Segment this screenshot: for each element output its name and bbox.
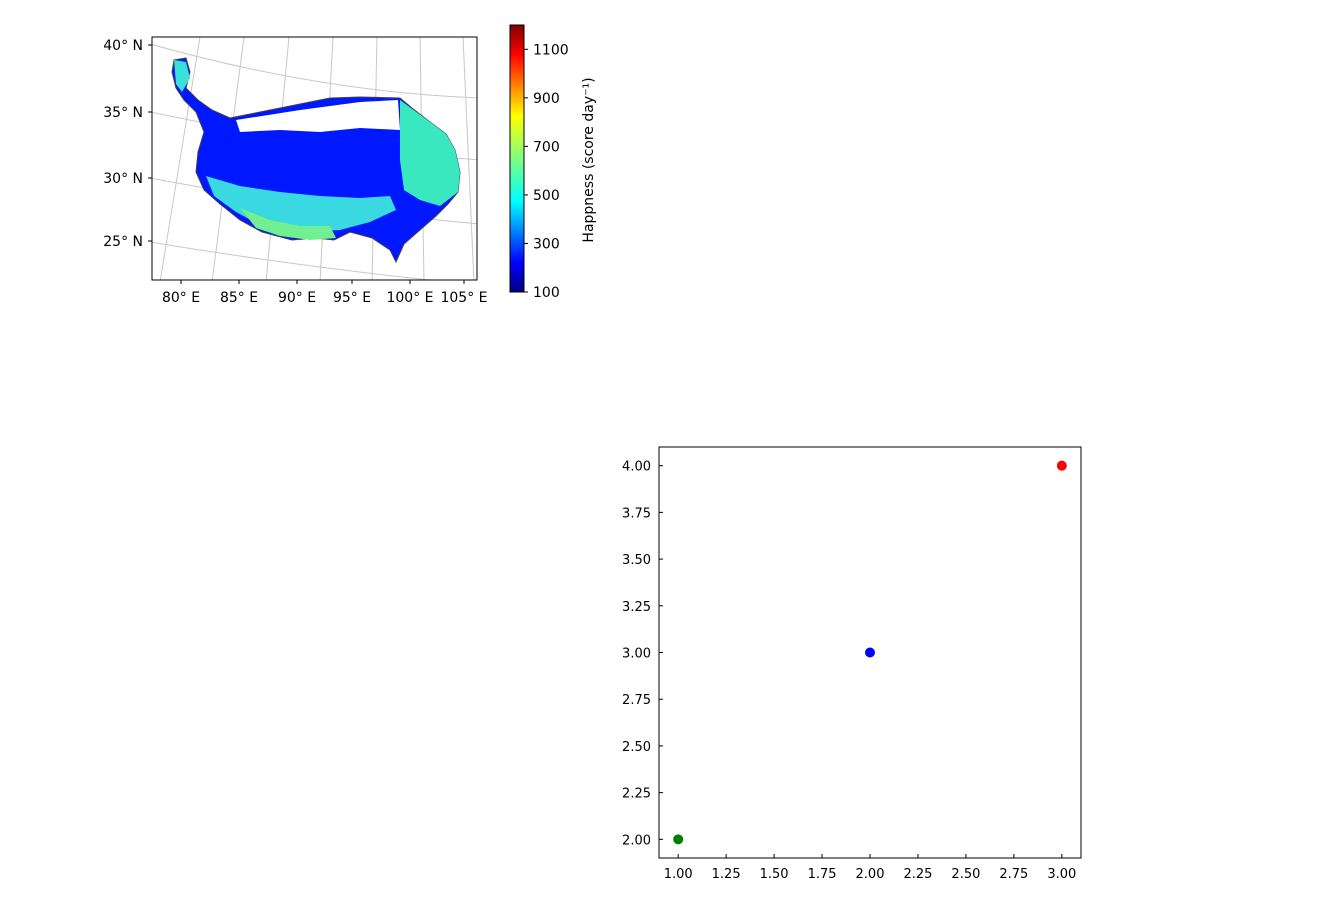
colorbar-tick-label: 500 (533, 188, 560, 204)
scatter-y-tick-label: 3.50 (622, 553, 651, 568)
scatter-point (865, 647, 875, 658)
map-x-tick-label: 100° E (386, 290, 433, 306)
scatter-x-tick-label: 2.50 (951, 867, 980, 882)
scatter-x-tick-label: 1.25 (712, 867, 741, 882)
scatter-y-tick-label: 4.00 (622, 460, 651, 475)
scatter-x-tick-label: 2.25 (903, 867, 932, 882)
map-y-tick-label: 40° N (103, 38, 143, 54)
colorbar-tick-label: 300 (533, 236, 560, 252)
map-x-tick-label: 85° E (220, 290, 258, 306)
scatter-x-tick-label: 2.75 (999, 867, 1028, 882)
map-x-tick-label: 95° E (333, 290, 371, 306)
colorbar-tick-label: 900 (533, 91, 560, 107)
scatter-point (673, 834, 684, 845)
scatter-y-tick-label: 2.25 (622, 787, 651, 802)
colorbar-label: Happness (score day⁻¹) (581, 77, 597, 242)
scatter-x-tick-label: 1.00 (664, 867, 693, 882)
happiness-raster (171, 57, 461, 264)
colorbar (509, 24, 525, 293)
map-x-tick-label: 90° E (278, 290, 316, 306)
scatter-point (1056, 460, 1067, 471)
map-y-tick-label: 35° N (103, 105, 143, 121)
scatter-y-tick-label: 2.50 (622, 740, 651, 755)
scatter-x-tick-label: 1.50 (760, 867, 789, 882)
colorbar-tick-label: 100 (533, 285, 560, 301)
scatter-y-tick-label: 3.25 (622, 600, 651, 615)
scatter-y-tick-label: 3.75 (622, 506, 651, 521)
scatter-y-tick-label: 3.00 (622, 647, 651, 662)
map-x-tick-label: 105° E (440, 290, 487, 306)
scatter-y-tick-label: 2.00 (622, 833, 651, 848)
map-y-tick-label: 25° N (103, 234, 143, 250)
map-panel: 80° E 85° E 90° E 95° E 100° E 105° E 40° N 35… (103, 24, 597, 306)
map-x-tick-label: 80° E (162, 290, 200, 306)
map-frame (151, 36, 478, 281)
colorbar-tick-label: 1100 (533, 42, 569, 58)
scatter-x-tick-label: 3.00 (1047, 867, 1076, 882)
scatter-y-tick-label: 2.75 (622, 693, 651, 708)
colorbar-tick-label: 700 (533, 139, 560, 155)
scatter-x-tick-label: 2.00 (856, 867, 885, 882)
scatter-panel: 1.00 1.25 1.50 1.75 2.00 2.25 2.50 2.75 3.00 4.0… (622, 446, 1082, 882)
scatter-x-tick-label: 1.75 (808, 867, 837, 882)
map-y-tick-label: 30° N (103, 171, 143, 187)
